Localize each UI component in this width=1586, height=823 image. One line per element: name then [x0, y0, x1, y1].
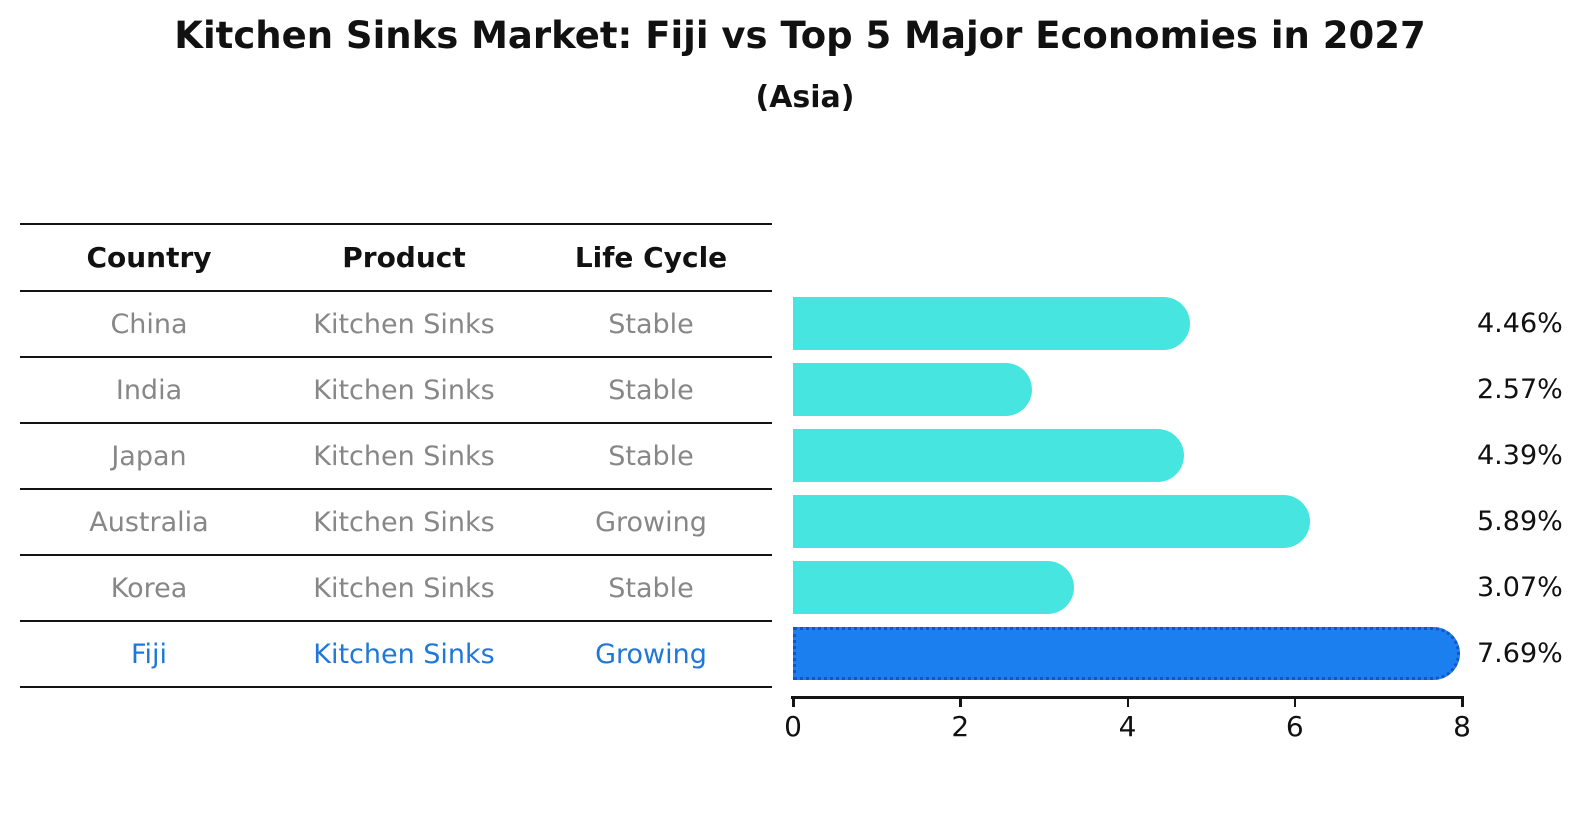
header-product: Product: [342, 241, 466, 274]
cell-life-cycle: Growing: [595, 506, 707, 538]
header-country: Country: [86, 241, 212, 274]
value-label-china: 4.46%: [1477, 307, 1563, 339]
x-axis: 0 2 4 6 8: [784, 696, 1471, 746]
market-table: Country Product Life Cycle China Kitchen…: [20, 223, 772, 688]
x-axis-line: [791, 696, 1464, 699]
x-tick-mark: [1293, 698, 1297, 707]
table-row-fiji: Fiji Kitchen Sinks Growing: [20, 622, 772, 688]
chart-title: Kitchen Sinks Market: Fiji vs Top 5 Majo…: [174, 14, 1426, 57]
bar-row: [793, 290, 1462, 356]
chart-subtitle: (Asia): [755, 80, 855, 115]
bar-india: [793, 362, 1032, 416]
cell-life-cycle: Stable: [608, 440, 694, 472]
cell-country: India: [115, 374, 183, 406]
bar-row: [793, 620, 1462, 686]
x-tick-label: 8: [1453, 710, 1471, 743]
bar-japan: [793, 428, 1184, 482]
header-life-cycle: Life Cycle: [574, 241, 728, 274]
cell-product: Kitchen Sinks: [313, 638, 495, 670]
x-tick-mark: [792, 698, 795, 707]
value-label-japan: 4.39%: [1477, 439, 1563, 471]
cell-country: Fiji: [130, 638, 168, 670]
cell-country: China: [110, 308, 188, 340]
x-tick-mark: [959, 698, 962, 707]
table-header-row: Country Product Life Cycle: [20, 225, 772, 292]
value-label-australia: 5.89%: [1477, 505, 1563, 537]
x-tick-label: 4: [1118, 710, 1137, 743]
value-label-india: 2.57%: [1477, 373, 1563, 405]
bar-australia: [793, 494, 1310, 548]
cell-life-cycle: Stable: [608, 374, 694, 406]
bar-row: [793, 422, 1462, 488]
table-row: Korea Kitchen Sinks Stable: [20, 556, 772, 622]
cell-life-cycle: Growing: [595, 638, 707, 670]
cell-product: Kitchen Sinks: [313, 506, 495, 538]
table-row: India Kitchen Sinks Stable: [20, 358, 772, 424]
bar-row: [793, 488, 1462, 554]
bar-row: [793, 554, 1462, 620]
bar-korea: [793, 560, 1074, 614]
cell-life-cycle: Stable: [608, 308, 694, 340]
value-label-korea: 3.07%: [1477, 571, 1563, 603]
cell-product: Kitchen Sinks: [313, 572, 495, 604]
cell-product: Kitchen Sinks: [313, 374, 495, 406]
table-row: China Kitchen Sinks Stable: [20, 292, 772, 358]
value-label-fiji: 7.69%: [1477, 637, 1563, 669]
cell-life-cycle: Stable: [608, 572, 694, 604]
cell-product: Kitchen Sinks: [313, 308, 495, 340]
cell-country: Japan: [111, 440, 187, 472]
cell-country: Australia: [89, 506, 209, 538]
bar-row: [793, 356, 1462, 422]
x-tick-mark: [1461, 698, 1464, 707]
x-tick-label: 2: [951, 710, 970, 743]
bar-china: [793, 296, 1190, 350]
bar-plot: [793, 290, 1462, 686]
cell-country: Korea: [110, 572, 188, 604]
cell-product: Kitchen Sinks: [313, 440, 495, 472]
x-tick-label: 6: [1285, 710, 1304, 743]
table-row: Australia Kitchen Sinks Growing: [20, 490, 772, 556]
bar-fiji: [793, 626, 1460, 680]
value-labels: 4.46% 2.57% 4.39% 5.89% 3.07% 7.69%: [1477, 290, 1582, 686]
x-tick-mark: [1126, 698, 1129, 707]
table-row: Japan Kitchen Sinks Stable: [20, 424, 772, 490]
x-tick-label: 0: [784, 710, 802, 743]
